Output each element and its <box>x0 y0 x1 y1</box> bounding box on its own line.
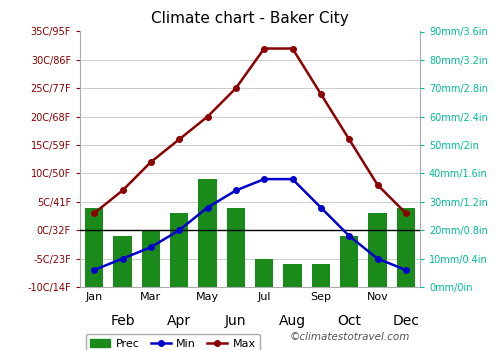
Bar <box>312 264 330 287</box>
Bar <box>85 208 103 287</box>
Bar <box>396 208 415 287</box>
Bar <box>114 236 132 287</box>
Bar <box>368 213 386 287</box>
Bar <box>198 179 216 287</box>
Title: Climate chart - Baker City: Climate chart - Baker City <box>151 11 349 26</box>
Bar <box>142 230 160 287</box>
Bar <box>226 208 245 287</box>
Legend: Prec, Min, Max: Prec, Min, Max <box>86 334 260 350</box>
Text: ©climatestotravel.com: ©climatestotravel.com <box>290 332 410 342</box>
Bar <box>340 236 358 287</box>
Bar <box>170 213 188 287</box>
Bar <box>255 259 274 287</box>
Bar <box>284 264 302 287</box>
